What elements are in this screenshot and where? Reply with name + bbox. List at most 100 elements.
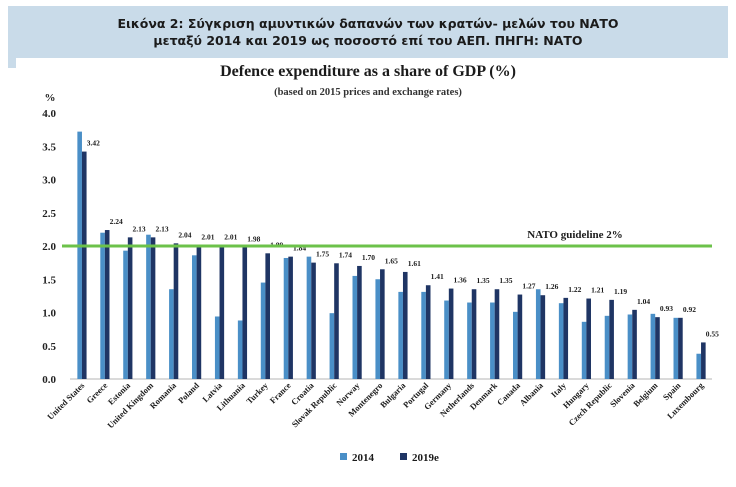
x-category-label: France <box>268 380 293 405</box>
data-label: 1.84 <box>293 244 306 253</box>
bar-2019e <box>196 245 202 379</box>
bar-2019e <box>471 289 477 379</box>
bar-2019e <box>104 230 110 379</box>
x-category-label: Turkey <box>244 380 270 406</box>
bar-2019e <box>357 265 362 379</box>
bar-2019e <box>311 262 316 379</box>
data-labels-group: 3.422.242.132.132.042.012.011.981.891.84… <box>87 139 719 339</box>
data-label: 0.92 <box>683 305 696 314</box>
data-label: 1.35 <box>499 276 512 285</box>
bar-2019e <box>219 245 225 379</box>
data-label: 1.70 <box>362 253 375 262</box>
nato-guideline-label: NATO guideline 2% <box>527 229 623 241</box>
legend: 2014 2019e <box>340 452 439 464</box>
bar-2019e <box>380 269 385 379</box>
caption-side-strip <box>8 58 16 68</box>
data-label: 1.22 <box>568 285 581 294</box>
bar-2014 <box>650 313 656 379</box>
bar-2019e <box>173 243 179 379</box>
bar-2014 <box>444 300 449 379</box>
data-label: 1.98 <box>247 234 260 243</box>
bars-group <box>77 131 706 379</box>
data-label: 3.42 <box>87 139 100 148</box>
bar-2014 <box>192 255 197 379</box>
data-label: 1.61 <box>408 259 421 268</box>
y-tick-label: 1.0 <box>42 308 56 320</box>
data-label: 1.19 <box>614 287 627 296</box>
bar-2014 <box>283 257 289 379</box>
bar-2019e <box>425 285 431 379</box>
bar-2014 <box>398 291 403 379</box>
bar-2014 <box>260 282 266 379</box>
bar-2019e <box>540 295 546 379</box>
bar-2019e <box>150 237 156 379</box>
bar-2014 <box>673 317 679 379</box>
bar-2014 <box>696 353 702 379</box>
legend-swatch <box>400 453 407 460</box>
x-category-label: Canada <box>495 380 523 408</box>
bar-2014 <box>329 313 335 379</box>
nato-guideline: NATO guideline 2% <box>62 229 712 248</box>
x-category-label: Greece <box>84 380 109 405</box>
bar-2019e <box>242 247 248 379</box>
bar-2014 <box>100 232 105 379</box>
bar-2019e <box>402 271 408 379</box>
bar-2019e <box>334 263 339 379</box>
y-tick-label: 1.5 <box>42 274 56 286</box>
bar-2019e <box>127 237 133 379</box>
x-category-label: Italy <box>549 380 569 400</box>
data-label: 2.13 <box>155 224 168 233</box>
bar-2019e <box>448 288 454 379</box>
data-label: 2.01 <box>224 232 237 241</box>
chart-subtitle: (based on 2015 prices and exchange rates… <box>274 87 462 98</box>
bar-2014 <box>513 311 518 379</box>
bar-2014 <box>352 275 358 379</box>
data-label: 1.75 <box>316 250 329 259</box>
bar-2014 <box>421 291 426 379</box>
bar-2019e <box>265 253 270 379</box>
bar-2014 <box>467 302 472 379</box>
data-label: 1.41 <box>431 272 444 281</box>
bar-2014 <box>214 316 220 379</box>
bar-2019e <box>494 289 500 379</box>
bar-2014 <box>306 256 312 379</box>
x-category-label: United States <box>45 380 87 422</box>
data-label: 1.04 <box>637 297 650 306</box>
bar-2014 <box>581 321 587 379</box>
bar-2019e <box>655 317 660 379</box>
bar-2014 <box>123 250 128 379</box>
y-tick-label: 0.0 <box>42 374 56 386</box>
chart-title: Defence expenditure as a share of GDP (%… <box>220 63 516 80</box>
y-tick-label: 2.0 <box>42 241 56 253</box>
bar-2014 <box>169 289 174 379</box>
data-label: 1.26 <box>545 282 558 291</box>
bar-2019e <box>563 297 569 379</box>
bar-2014 <box>558 303 564 379</box>
data-label: 1.35 <box>476 276 489 285</box>
bar-2014 <box>237 320 243 379</box>
x-category-label: Romania <box>148 380 179 411</box>
legend-swatch <box>340 453 347 460</box>
y-axis-unit-label: % <box>45 92 56 104</box>
data-label: 2.04 <box>178 230 191 239</box>
data-label: 1.21 <box>591 286 604 295</box>
figure-caption: Εικόνα 2: Σύγκριση αμυντικών δαπανών των… <box>8 6 728 58</box>
bar-2019e <box>81 151 87 379</box>
bar-2014 <box>490 302 495 379</box>
bar-2019e <box>586 298 591 379</box>
bar-2019e <box>632 309 637 379</box>
y-tick-label: 3.0 <box>42 175 56 187</box>
data-label: 0.55 <box>706 329 719 338</box>
x-category-label: Belgium <box>631 380 659 408</box>
caption-line-2: μεταξύ 2014 και 2019 ως ποσοστό επί του … <box>153 33 583 48</box>
bar-2014 <box>535 289 541 379</box>
bar-2019e <box>517 294 523 379</box>
bar-2019e <box>288 256 293 379</box>
bar-2019e <box>678 317 683 379</box>
y-tick-label: 2.5 <box>42 208 56 220</box>
caption-line-1: Εικόνα 2: Σύγκριση αμυντικών δαπανών των… <box>117 16 619 31</box>
y-tick-label: 3.5 <box>42 141 56 153</box>
data-label: 1.27 <box>522 282 535 291</box>
